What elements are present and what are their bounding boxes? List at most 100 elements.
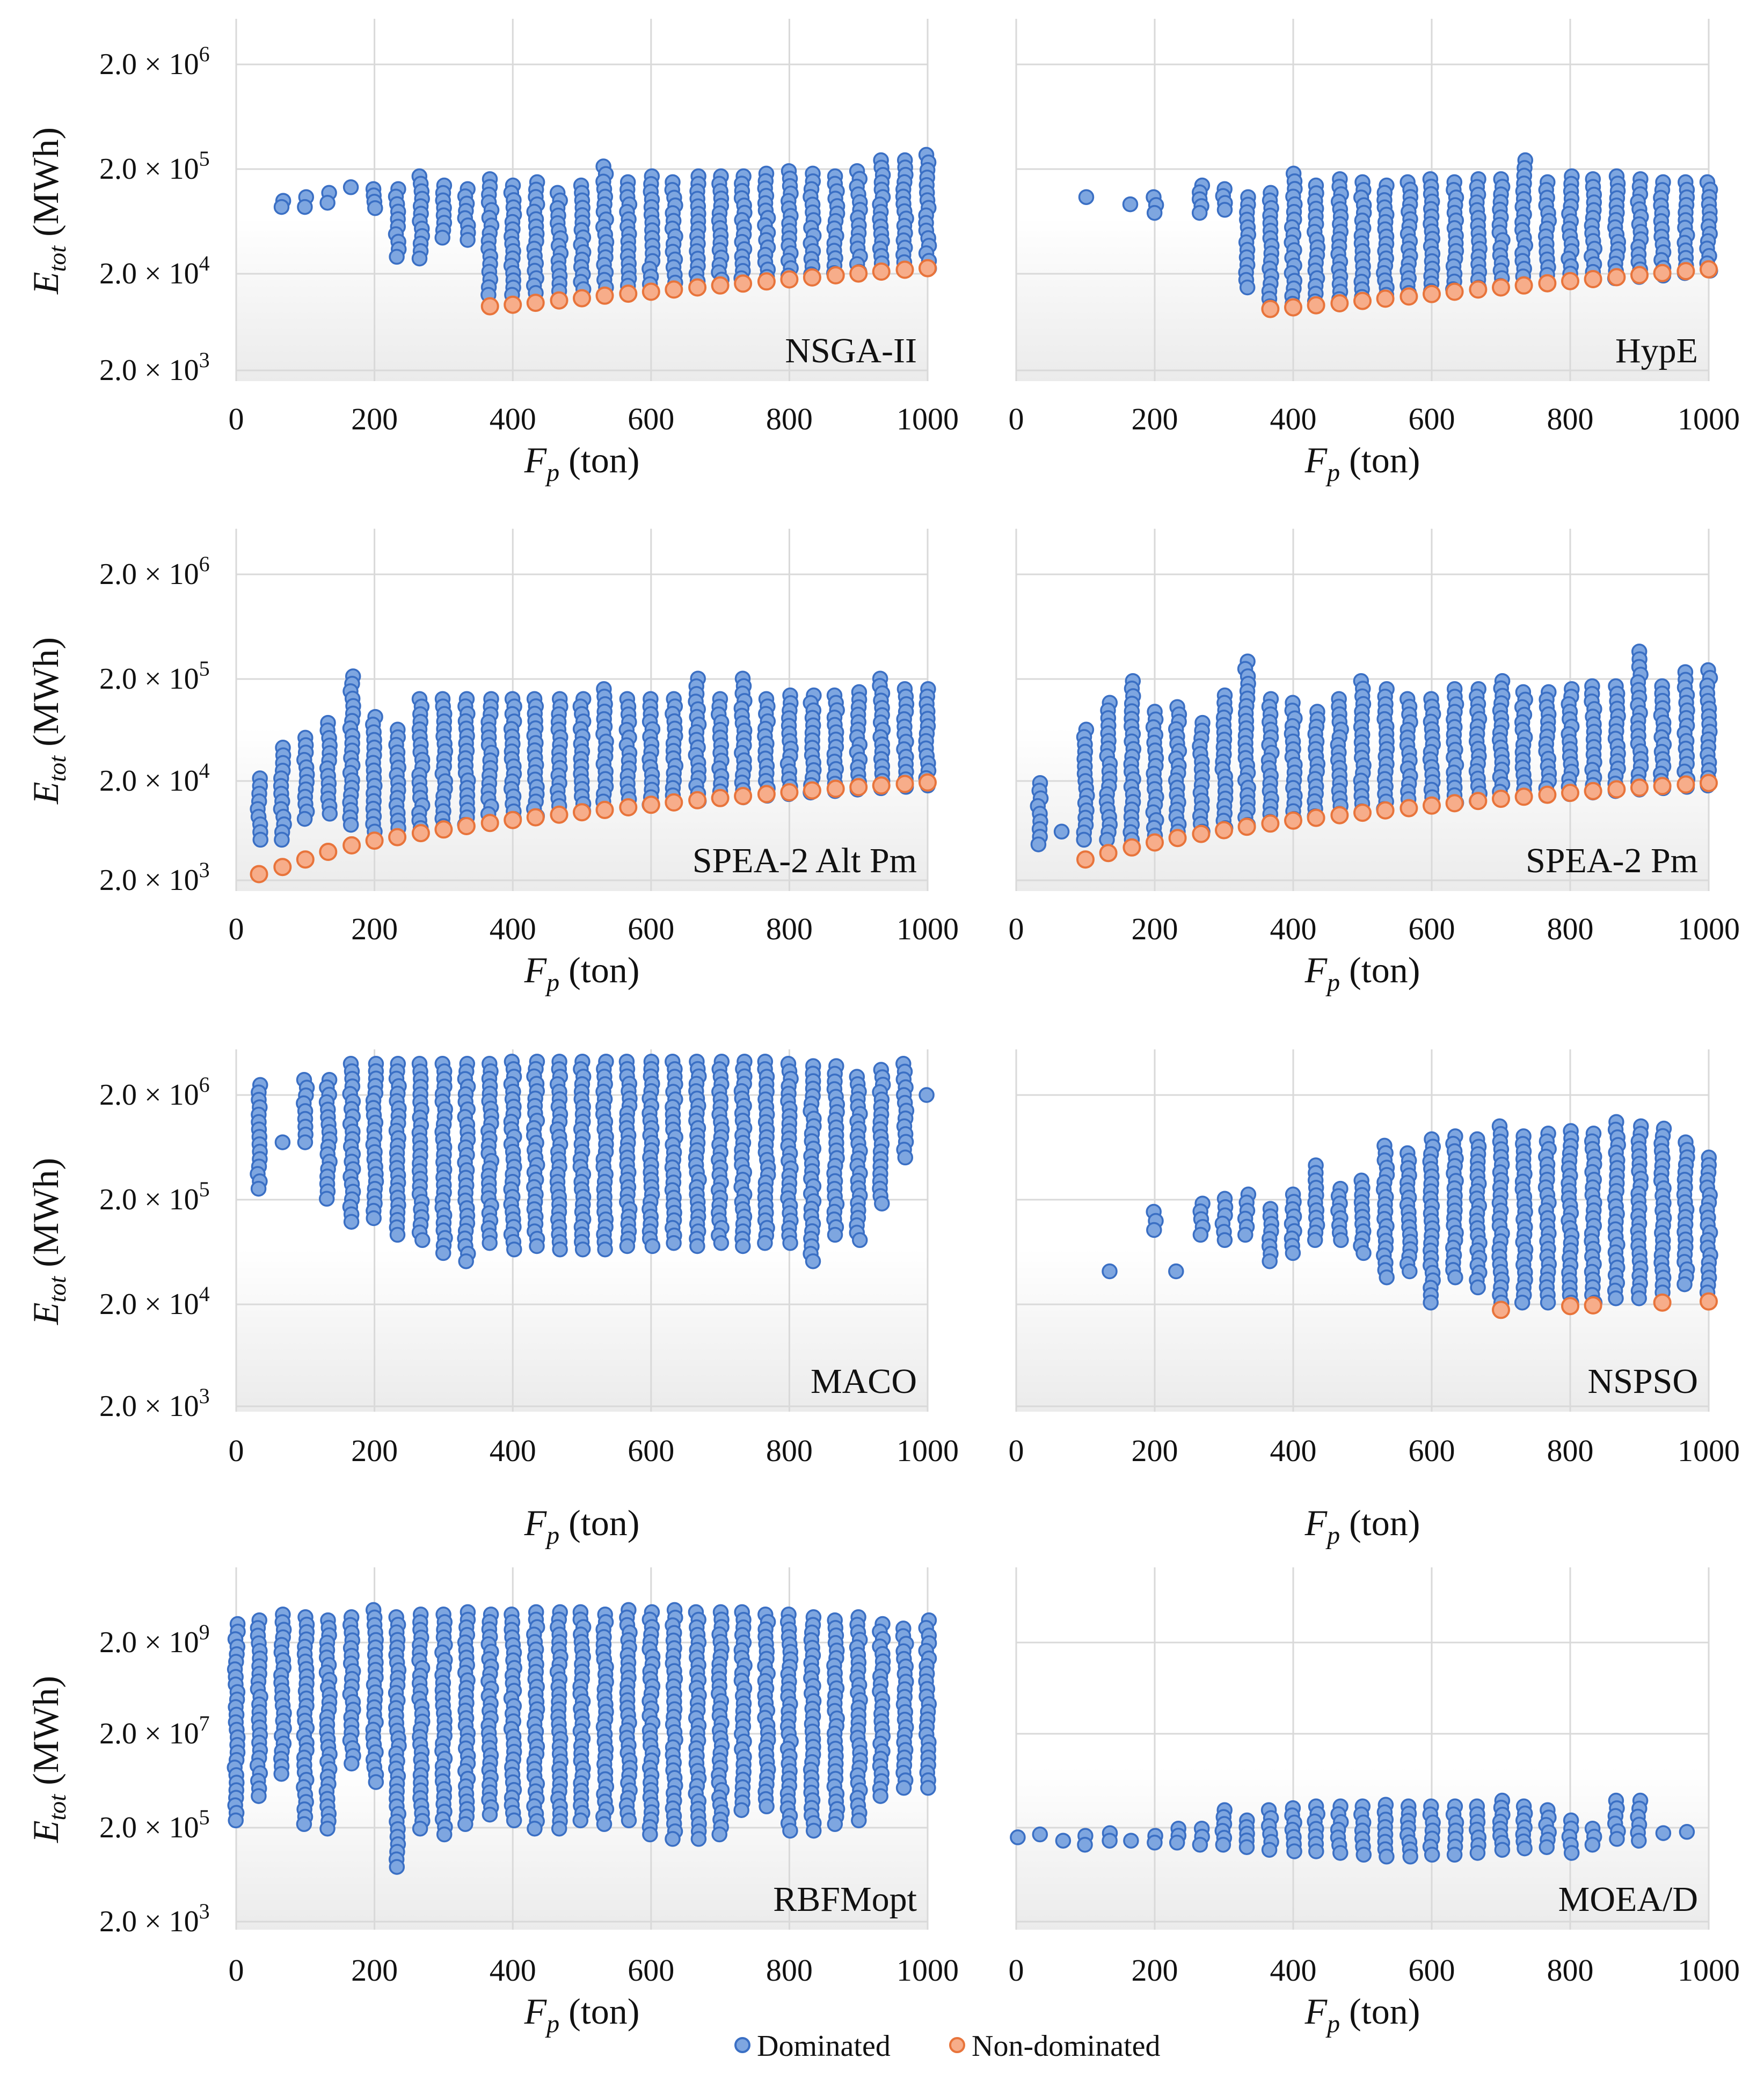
nondominated-point — [595, 286, 614, 305]
x-axis-symbol: F — [1304, 950, 1328, 990]
nondominated-point — [1469, 792, 1488, 811]
nondominated-point — [872, 262, 891, 281]
dominated-point — [759, 1798, 775, 1815]
y-axis-symbol: E — [25, 782, 66, 805]
nondominated-point — [711, 789, 730, 807]
dominated-point — [1077, 1836, 1093, 1853]
nondominated-point — [1307, 808, 1325, 827]
dominated-point — [1584, 1836, 1601, 1853]
dominated-point — [506, 1241, 522, 1258]
nondominated-point — [250, 865, 268, 884]
y-tick-label: 2.0 × 109 — [99, 1620, 210, 1659]
dominated-point — [827, 1227, 843, 1243]
dominated-point — [895, 1780, 912, 1796]
nondominated-point — [1284, 298, 1302, 317]
dominated-point — [274, 1134, 291, 1150]
nondominated-point — [550, 291, 568, 310]
nondominated-point — [296, 850, 315, 869]
dominated-point — [1146, 1222, 1162, 1238]
y-tick-mantissa: 2.0 × 10 — [99, 1390, 199, 1423]
nondominated-point — [619, 284, 638, 303]
nondominated-point — [457, 817, 476, 835]
nondominated-point — [1700, 1292, 1718, 1311]
dominated-point — [1192, 1227, 1209, 1243]
x-tick-label: 0 — [1009, 911, 1024, 946]
nondominated-point — [573, 803, 591, 822]
x-tick-label: 400 — [1270, 911, 1317, 946]
y-tick-mantissa: 2.0 × 10 — [99, 1626, 199, 1659]
dominated-point — [642, 1826, 658, 1843]
nondominated-series — [250, 773, 937, 884]
dominated-point — [1123, 1833, 1139, 1849]
x-axis-label: Fp (ton) — [524, 1502, 640, 1550]
dominated-point — [1655, 1825, 1672, 1841]
dominated-point — [782, 1235, 798, 1251]
nondominated-point — [1584, 270, 1602, 288]
x-tick-label: 200 — [1132, 911, 1178, 946]
y-tick-label: 2.0 × 105 — [99, 656, 210, 696]
nondominated-point — [619, 798, 638, 816]
y-tick-exponent: 6 — [199, 1072, 210, 1097]
legend-nondominated-label: Non-dominated — [972, 2030, 1160, 2063]
y-tick-mantissa: 2.0 × 10 — [99, 1078, 199, 1112]
x-tick-label: 0 — [1009, 1953, 1024, 1988]
x-axis-unit: (ton) — [559, 950, 639, 990]
dominated-point — [1446, 1846, 1463, 1863]
x-axis-label: Fp (ton) — [1304, 440, 1420, 487]
dominated-point — [319, 194, 336, 211]
dominated-series — [273, 147, 937, 303]
nondominated-point — [365, 831, 384, 850]
y-tick-label: 2.0 × 103 — [99, 1384, 210, 1423]
x-tick-label: 600 — [1409, 1953, 1455, 1988]
dominated-point — [435, 1245, 451, 1261]
dominated-point — [296, 1816, 312, 1833]
nondominated-point — [826, 779, 845, 798]
nondominated-point — [1237, 817, 1256, 836]
dominated-point — [273, 199, 290, 215]
x-tick-label: 1000 — [1678, 1953, 1740, 1988]
dominated-point — [1402, 1263, 1418, 1280]
x-tick-label: 1000 — [896, 402, 959, 436]
nondominated-point — [665, 793, 683, 812]
nondominated-point — [388, 828, 407, 846]
nondominated-point — [1676, 262, 1695, 281]
x-tick-label: 600 — [628, 911, 674, 946]
nondominated-point — [872, 776, 891, 795]
y-tick-exponent: 3 — [199, 858, 210, 882]
dominated-point — [389, 1859, 405, 1875]
nondominated-point — [1330, 294, 1349, 312]
dominated-point — [713, 1235, 730, 1251]
dominated-point — [1286, 1843, 1302, 1859]
nondominated-point — [1492, 1301, 1510, 1319]
nondominated-point — [526, 294, 545, 312]
nondominated-point — [504, 811, 522, 829]
y-axis-label: Etot (MWh) — [25, 1158, 71, 1325]
x-axis-subscript: p — [1325, 1521, 1340, 1550]
nondominated-point — [665, 280, 683, 299]
nondominated-point — [1676, 775, 1695, 794]
y-tick-mantissa: 2.0 × 10 — [99, 48, 199, 81]
x-tick-label: 1000 — [896, 1433, 959, 1468]
x-axis-subscript: p — [1325, 2010, 1340, 2038]
dominated-point — [297, 1134, 314, 1150]
nondominated-point — [1146, 833, 1164, 852]
x-tick-label: 800 — [1547, 1433, 1594, 1468]
y-tick-exponent: 5 — [199, 656, 210, 681]
dominated-point — [1102, 1263, 1118, 1280]
nondominated-point — [1399, 799, 1418, 817]
nondominated-series — [1076, 773, 1718, 869]
nondominated-point — [319, 843, 338, 861]
dominated-point — [1169, 1835, 1185, 1851]
dominated-point — [644, 1238, 661, 1254]
dominated-point — [250, 1180, 267, 1197]
nondominated-point — [803, 781, 821, 800]
nondominated-point — [895, 260, 914, 279]
x-axis-subscript: p — [1325, 968, 1340, 997]
dominated-point — [920, 1780, 936, 1796]
panel-6: 0 200 400 600 800 1000 Fp (ton) NSPSO — [1009, 1049, 1740, 1550]
nondominated-point — [1561, 784, 1579, 802]
y-tick-exponent: 6 — [199, 552, 210, 576]
nondominated-point — [1653, 777, 1672, 795]
dominated-point — [1402, 1849, 1418, 1865]
y-tick-exponent: 3 — [199, 1384, 210, 1408]
